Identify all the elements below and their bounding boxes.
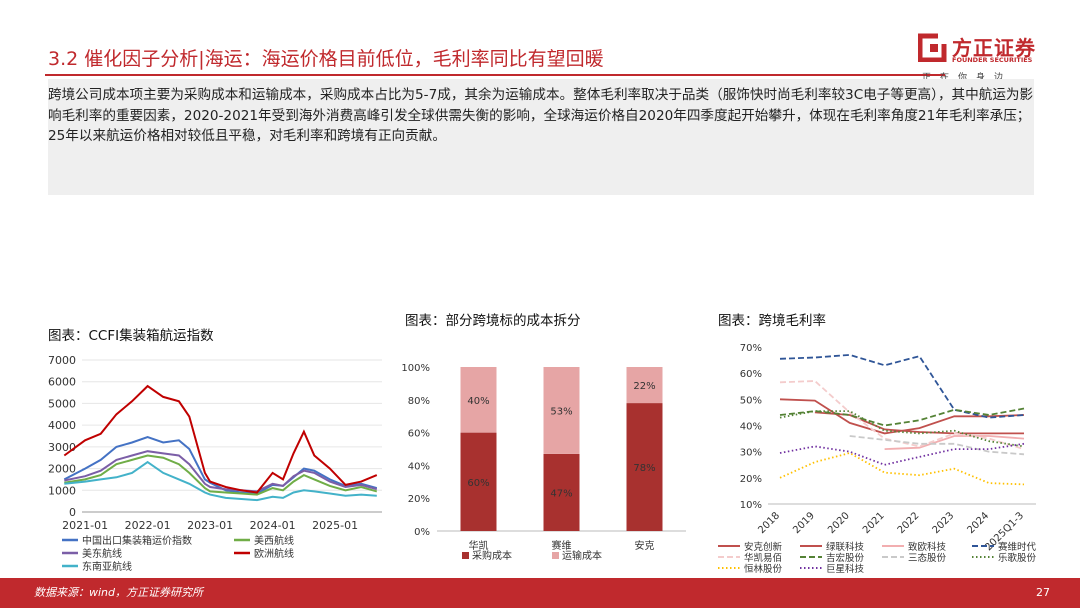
logo-english: FOUNDER SECURITIES bbox=[952, 56, 1033, 64]
company-logo: 方正证券 FOUNDER SECURITIES 正在你身边 bbox=[918, 30, 1058, 88]
chart1-title: 图表：CCFI集装箱航运指数 bbox=[48, 328, 214, 344]
series-line bbox=[779, 452, 1025, 486]
summary-box: 跨境公司成本项主要为采购成本和运输成本，采购成本占比为5-7成，其余为运输成本。… bbox=[48, 79, 1034, 195]
y-tick-label: 2000 bbox=[48, 463, 76, 476]
series-line bbox=[779, 410, 1025, 448]
x-tick-label: 2021-01 bbox=[62, 519, 108, 532]
stacked-bar-segment bbox=[626, 403, 663, 531]
chart2-title: 图表：部分跨境标的成本拆分 bbox=[405, 313, 581, 329]
stacked-bar-segment bbox=[543, 367, 580, 454]
bar-data-label: 53% bbox=[550, 406, 572, 417]
series-line bbox=[814, 411, 1024, 435]
legend-label: 东南亚航线 bbox=[82, 560, 132, 573]
y-tick-label: 60% bbox=[740, 369, 762, 380]
legend-label: 恒林股份 bbox=[744, 563, 783, 575]
stacked-bar-segment bbox=[543, 453, 580, 531]
series-line bbox=[849, 435, 1025, 456]
x-tick-label: 2024-01 bbox=[250, 519, 296, 532]
series-line bbox=[779, 380, 1025, 450]
y-tick-label: 3000 bbox=[48, 441, 76, 454]
x-tick-label: 2022 bbox=[896, 510, 922, 536]
x-tick-label: 2021 bbox=[861, 510, 887, 536]
series-line bbox=[63, 384, 378, 494]
series-line bbox=[64, 460, 377, 502]
x-tick-label: 2023-01 bbox=[187, 519, 233, 532]
series-line bbox=[63, 436, 378, 495]
logo-slogan: 正在你身边 bbox=[922, 73, 1013, 83]
footer-bar bbox=[0, 578, 1080, 608]
x-category-label: 赛维 bbox=[552, 539, 572, 552]
y-tick-label: 1000 bbox=[48, 484, 76, 497]
bar-data-label: 22% bbox=[633, 381, 655, 392]
y-tick-label: 40% bbox=[408, 461, 430, 472]
chart3-title: 图表：跨境毛利率 bbox=[718, 313, 826, 329]
bar-data-label: 78% bbox=[633, 463, 655, 474]
x-tick-label: 2025-01 bbox=[312, 519, 358, 532]
y-tick-label: 20% bbox=[408, 494, 430, 505]
legend-swatch bbox=[552, 552, 559, 559]
stacked-bar-segment bbox=[460, 367, 497, 433]
y-tick-label: 100% bbox=[401, 363, 430, 374]
y-tick-label: 10% bbox=[740, 500, 762, 511]
bar-data-label: 60% bbox=[467, 478, 489, 489]
y-tick-label: 60% bbox=[408, 429, 430, 440]
summary-text: 跨境公司成本项主要为采购成本和运输成本，采购成本占比为5-7成，其余为运输成本。… bbox=[48, 87, 1034, 144]
x-tick-label: 2018 bbox=[756, 510, 782, 536]
legend-label: 赛维时代 bbox=[998, 541, 1037, 553]
data-source: 数据来源：wind，方正证券研究所 bbox=[34, 586, 204, 599]
page-number: 27 bbox=[1036, 586, 1050, 599]
legend-label: 绿联科技 bbox=[826, 541, 865, 553]
y-tick-label: 7000 bbox=[48, 354, 76, 367]
y-tick-label: 70% bbox=[740, 343, 762, 354]
x-category-label: 华凯 bbox=[469, 539, 489, 552]
y-tick-label: 0 bbox=[69, 506, 76, 519]
y-tick-label: 40% bbox=[740, 422, 762, 433]
legend-label: 美西航线 bbox=[254, 534, 294, 547]
y-tick-label: 6000 bbox=[48, 376, 76, 389]
page-title: 3.2 催化因子分析|海运：海运价格目前低位，毛利率同比有望回暖 bbox=[48, 48, 604, 70]
legend-label: 采购成本 bbox=[472, 549, 512, 562]
y-tick-label: 0% bbox=[414, 527, 430, 538]
legend-label: 致欧科技 bbox=[908, 541, 947, 553]
y-tick-label: 30% bbox=[740, 448, 762, 459]
legend-label: 中国出口集装箱运价指数 bbox=[82, 534, 192, 547]
legend-swatch bbox=[462, 552, 469, 559]
legend-label: 运输成本 bbox=[562, 549, 602, 562]
x-tick-label: 2022-01 bbox=[125, 519, 171, 532]
series-line bbox=[884, 435, 1025, 450]
x-tick-label: 2024 bbox=[965, 510, 991, 536]
legend-label: 欧洲航线 bbox=[254, 547, 294, 560]
x-tick-label: 2020 bbox=[826, 510, 852, 536]
y-tick-label: 4000 bbox=[48, 419, 76, 432]
legend-label: 吉宏股份 bbox=[826, 552, 865, 564]
x-category-label: 安克 bbox=[635, 539, 655, 552]
series-line bbox=[64, 450, 378, 493]
bar-data-label: 47% bbox=[550, 488, 572, 499]
y-tick-label: 5000 bbox=[48, 397, 76, 410]
y-tick-label: 80% bbox=[408, 396, 430, 407]
bar-data-label: 40% bbox=[467, 396, 489, 407]
y-tick-label: 20% bbox=[740, 474, 762, 485]
title-divider bbox=[45, 74, 945, 76]
stacked-bar-segment bbox=[460, 432, 497, 531]
y-tick-label: 50% bbox=[740, 395, 762, 406]
logo-name: 方正证券 bbox=[952, 36, 1036, 60]
legend-label: 乐歌股份 bbox=[998, 552, 1037, 564]
legend-label: 安克创新 bbox=[744, 541, 783, 553]
x-tick-label: 2019 bbox=[791, 510, 817, 536]
founder-logo-icon bbox=[918, 32, 948, 62]
series-line bbox=[779, 353, 1025, 419]
stacked-bar-segment bbox=[626, 367, 663, 404]
legend-label: 三态股份 bbox=[908, 552, 947, 564]
series-line bbox=[779, 442, 1025, 466]
x-tick-label: 2023 bbox=[931, 510, 957, 536]
legend-label: 巨星科技 bbox=[826, 563, 865, 575]
legend-label: 华凯易佰 bbox=[744, 552, 782, 564]
series-line bbox=[64, 454, 378, 496]
legend-label: 美东航线 bbox=[82, 547, 122, 560]
